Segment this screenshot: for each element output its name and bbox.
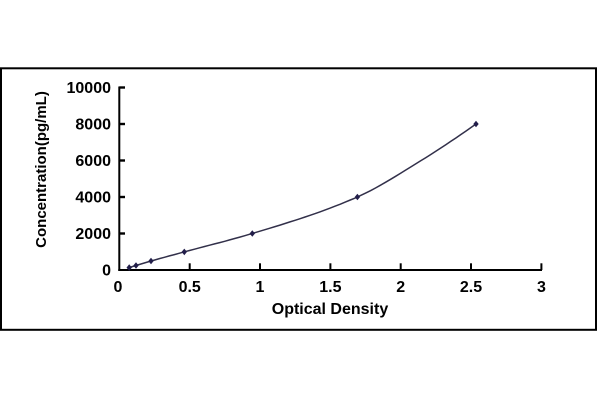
svg-text:2.5: 2.5 [460, 279, 482, 296]
svg-text:2: 2 [396, 279, 405, 296]
svg-text:0: 0 [102, 263, 111, 280]
svg-text:1: 1 [256, 279, 265, 296]
svg-text:Optical Density: Optical Density [272, 301, 389, 318]
svg-text:3: 3 [537, 279, 546, 296]
svg-text:0: 0 [114, 279, 123, 296]
svg-text:1.5: 1.5 [319, 279, 341, 296]
svg-text:8000: 8000 [75, 117, 111, 134]
svg-text:2000: 2000 [75, 226, 111, 243]
svg-text:6000: 6000 [75, 153, 111, 170]
svg-text:10000: 10000 [67, 80, 112, 97]
svg-text:Concentration(pg/mL): Concentration(pg/mL) [33, 91, 50, 248]
svg-text:4000: 4000 [75, 190, 111, 207]
svg-text:0.5: 0.5 [179, 279, 201, 296]
